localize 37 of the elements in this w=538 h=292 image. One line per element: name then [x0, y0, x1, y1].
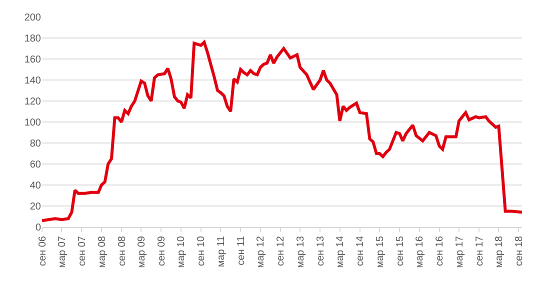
- x-tick-label: сен 18: [514, 236, 525, 266]
- y-tick-label: 0: [35, 222, 42, 234]
- y-tick-label: 60: [30, 160, 42, 170]
- x-tick-label: мар 08: [96, 236, 108, 268]
- x-tick-label: мар 18: [494, 236, 505, 268]
- x-tick-label: мар 11: [216, 236, 227, 268]
- y-tick-label: 120: [24, 96, 42, 108]
- x-tick-label: сен 16: [434, 236, 446, 266]
- x-tick-label: сен 14: [355, 236, 366, 266]
- y-tick-label: 20: [30, 202, 42, 212]
- x-tick-label: мар 07: [56, 236, 68, 268]
- x-tick-label: сен 07: [76, 236, 88, 266]
- x-tick-label: мар 10: [176, 236, 188, 268]
- x-tick-label: сен 17: [474, 236, 486, 266]
- x-tick-label: сен 09: [156, 236, 168, 266]
- y-tick-label: 100: [24, 118, 42, 128]
- x-tick-label: мар 16: [414, 236, 426, 268]
- x-tick-label: сен 10: [196, 236, 208, 266]
- x-tick-label: мар 09: [136, 236, 148, 268]
- x-tick-label: сен 13: [315, 236, 326, 266]
- x-tick-label: мар 12: [256, 236, 267, 268]
- x-tick-label: сен 06: [37, 236, 48, 266]
- y-tick-label: 200: [24, 12, 42, 24]
- x-tick-label: мар 14: [335, 236, 346, 268]
- y-tick-label: 140: [24, 76, 42, 86]
- y-tick-label: 80: [30, 138, 42, 150]
- x-tick-label: сен 11: [236, 236, 247, 266]
- y-tick-label: 40: [30, 180, 42, 192]
- x-tick-label: сен 15: [394, 236, 406, 266]
- line-series: [42, 40, 522, 222]
- x-tick-label: мар 17: [454, 236, 466, 268]
- x-tick-label: мар 13: [295, 236, 306, 268]
- x-tick-label: сен 08: [116, 236, 128, 266]
- x-tick-label: мар 15: [374, 236, 386, 268]
- y-tick-label: 160: [24, 54, 42, 66]
- x-tick-label: сен 12: [276, 236, 287, 266]
- y-tick-label: 180: [24, 34, 42, 44]
